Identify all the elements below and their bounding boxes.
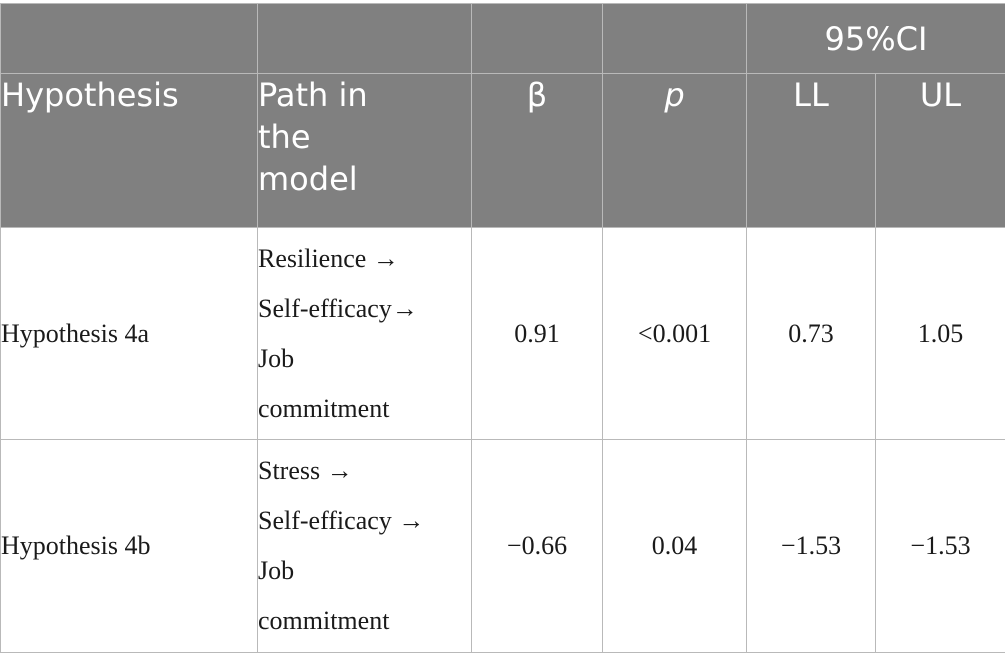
ll-column-header: LL: [746, 73, 876, 228]
header-empty-cell: [471, 3, 603, 74]
p-value-cell: <0.001: [602, 227, 747, 440]
ci-group-header: 95%CI: [746, 3, 1005, 74]
path-line: Stress →: [258, 456, 353, 485]
path-header-line: model: [258, 160, 358, 198]
path-column-header: Path in the model: [257, 73, 472, 228]
p-column-header: p: [602, 73, 747, 228]
beta-column-header: β: [471, 73, 603, 228]
path-line: commitment: [258, 393, 390, 423]
table-row: Hypothesis 4b Stress → Self-efficacy → J…: [0, 439, 1005, 653]
table-header: 95%CI Hypothesis Path in the model β p L…: [0, 3, 1005, 228]
path-line: commitment: [258, 606, 390, 635]
path-header-line: the: [258, 118, 311, 156]
header-empty-cell: [602, 3, 747, 74]
path-line: Resilience →: [258, 243, 399, 273]
table-row: Hypothesis 4a Resilience → Self-efficacy…: [0, 227, 1005, 440]
hypothesis-column-header: Hypothesis: [0, 73, 258, 228]
header-empty-cell: [257, 3, 472, 74]
ll-cell: 0.73: [746, 227, 876, 440]
ul-cell: −1.53: [875, 439, 1005, 653]
path-cell: Resilience → Self-efficacy→ Job commitme…: [257, 227, 472, 440]
results-table: 95%CI Hypothesis Path in the model β p L…: [0, 3, 1005, 653]
table-body: Hypothesis 4a Resilience → Self-efficacy…: [0, 227, 1005, 653]
header-empty-cell: [0, 3, 258, 74]
ul-cell: 1.05: [875, 227, 1005, 440]
p-value-cell: 0.04: [602, 439, 747, 653]
beta-cell: −0.66: [471, 439, 603, 653]
ll-cell: −1.53: [746, 439, 876, 653]
beta-cell: 0.91: [471, 227, 603, 440]
path-header-line: Path in: [258, 76, 368, 114]
hypothesis-cell: Hypothesis 4a: [0, 227, 258, 440]
header-row-ci: 95%CI: [0, 3, 1005, 74]
ul-column-header: UL: [875, 73, 1005, 228]
path-cell: Stress → Self-efficacy → Job commitment: [257, 439, 472, 653]
path-line: Job: [258, 556, 295, 585]
path-line: Self-efficacy→: [258, 293, 418, 323]
header-row-columns: Hypothesis Path in the model β p LL UL: [0, 73, 1005, 228]
path-line: Self-efficacy →: [258, 506, 425, 535]
path-line: Job: [258, 343, 295, 373]
hypothesis-cell: Hypothesis 4b: [0, 439, 258, 653]
